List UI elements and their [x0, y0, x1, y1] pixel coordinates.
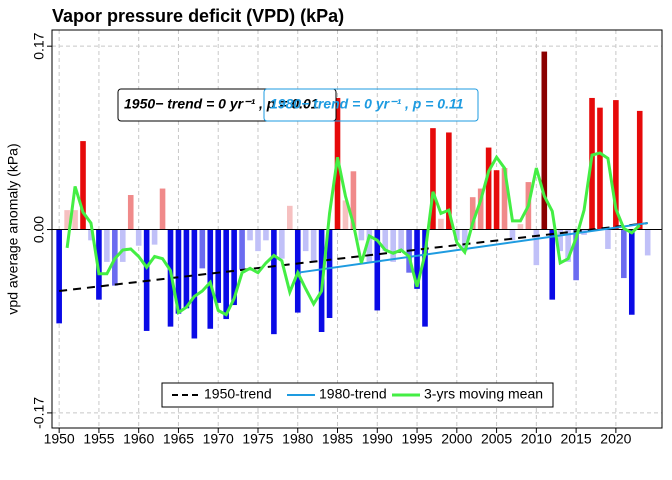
x-tick-label: 1950 — [44, 431, 75, 447]
bar — [119, 229, 126, 262]
x-tick-label: 1995 — [401, 431, 432, 447]
x-tick-label: 1965 — [163, 431, 194, 447]
x-tick-label: 1980 — [282, 431, 313, 447]
x-tick-label: 1985 — [322, 431, 353, 447]
bar — [342, 200, 349, 230]
bar — [557, 229, 564, 252]
bar — [446, 132, 452, 230]
bar — [255, 229, 261, 252]
bar — [191, 229, 198, 339]
bar — [414, 229, 420, 289]
bar — [605, 229, 611, 249]
y-tick-label: -0.17 — [31, 397, 47, 429]
bar — [549, 229, 556, 300]
bar — [310, 229, 317, 262]
bar — [422, 229, 428, 327]
bar — [80, 141, 86, 230]
bar — [239, 229, 245, 270]
bar — [199, 229, 206, 269]
bar — [621, 229, 627, 279]
bar — [64, 210, 70, 230]
bar — [350, 171, 357, 230]
bar — [175, 229, 182, 314]
annotation: 1950− trend = 0 yr⁻¹ , p = 0.01 — [124, 96, 319, 112]
x-tick-label: 2010 — [521, 431, 552, 447]
bar — [104, 229, 110, 262]
bar — [517, 224, 524, 230]
bar — [390, 229, 396, 262]
bar — [493, 170, 500, 230]
bar — [469, 197, 476, 230]
bar — [382, 229, 389, 252]
bar — [207, 229, 214, 329]
x-tick-label: 1975 — [242, 431, 273, 447]
bar — [533, 229, 540, 266]
bar — [247, 229, 253, 241]
plot-frame — [51, 29, 663, 429]
bar — [72, 210, 78, 230]
legend-box — [161, 382, 554, 408]
bar — [636, 110, 643, 230]
bar — [56, 229, 62, 324]
bar — [477, 188, 484, 230]
x-tick-label: 2005 — [481, 431, 512, 447]
bar — [279, 229, 285, 259]
bar — [88, 229, 94, 241]
bar — [485, 147, 492, 230]
bar — [461, 229, 468, 252]
bar — [135, 229, 142, 246]
legend-label: 3-yrs moving mean — [424, 386, 543, 402]
chart-title: Vapor pressure deficit (VPD) (kPa) — [52, 6, 344, 26]
bar — [454, 229, 460, 241]
x-tick-label: 1955 — [83, 431, 114, 447]
bar — [302, 229, 309, 252]
y-tick-label: 0.17 — [31, 32, 47, 59]
bar — [628, 229, 635, 315]
legend-label: 1950-trend — [204, 386, 272, 402]
x-tick-label: 2000 — [441, 431, 472, 447]
bar — [263, 229, 269, 241]
bar — [374, 229, 381, 311]
bar — [271, 229, 277, 335]
bar — [438, 218, 444, 230]
bar — [644, 229, 651, 256]
x-tick-label: 2015 — [561, 431, 592, 447]
bar — [597, 107, 603, 230]
bar — [326, 229, 333, 318]
x-tick-label: 1970 — [203, 431, 234, 447]
line — [65, 151, 641, 317]
bar — [215, 229, 222, 303]
bar — [159, 188, 166, 230]
bar — [223, 229, 229, 320]
y-tick-label: 0.00 — [31, 216, 47, 243]
legend-label: 1980-trend — [319, 386, 387, 402]
bar — [127, 195, 134, 230]
x-tick-label: 1960 — [123, 431, 154, 447]
annotation: 1980− trend = 0 yr⁻¹ , p = 0.11 — [270, 96, 464, 112]
x-tick-label: 1990 — [362, 431, 393, 447]
bar — [231, 229, 237, 306]
x-tick-label: 2020 — [600, 431, 631, 447]
bar — [573, 229, 579, 281]
bar — [151, 229, 158, 245]
annotation-box — [117, 88, 337, 122]
bar — [183, 229, 190, 309]
bar — [286, 205, 293, 230]
bar — [501, 168, 508, 230]
line — [59, 222, 648, 293]
annotation-box — [263, 88, 479, 122]
bar — [430, 128, 436, 230]
bar — [541, 51, 548, 230]
bar — [509, 229, 516, 241]
bar — [565, 229, 571, 262]
y-axis-label: vpd average anomaly (kPa) — [5, 143, 21, 314]
bar — [358, 229, 365, 241]
bar — [613, 100, 619, 230]
bar — [398, 229, 404, 252]
bar — [366, 229, 373, 262]
line — [297, 222, 648, 274]
